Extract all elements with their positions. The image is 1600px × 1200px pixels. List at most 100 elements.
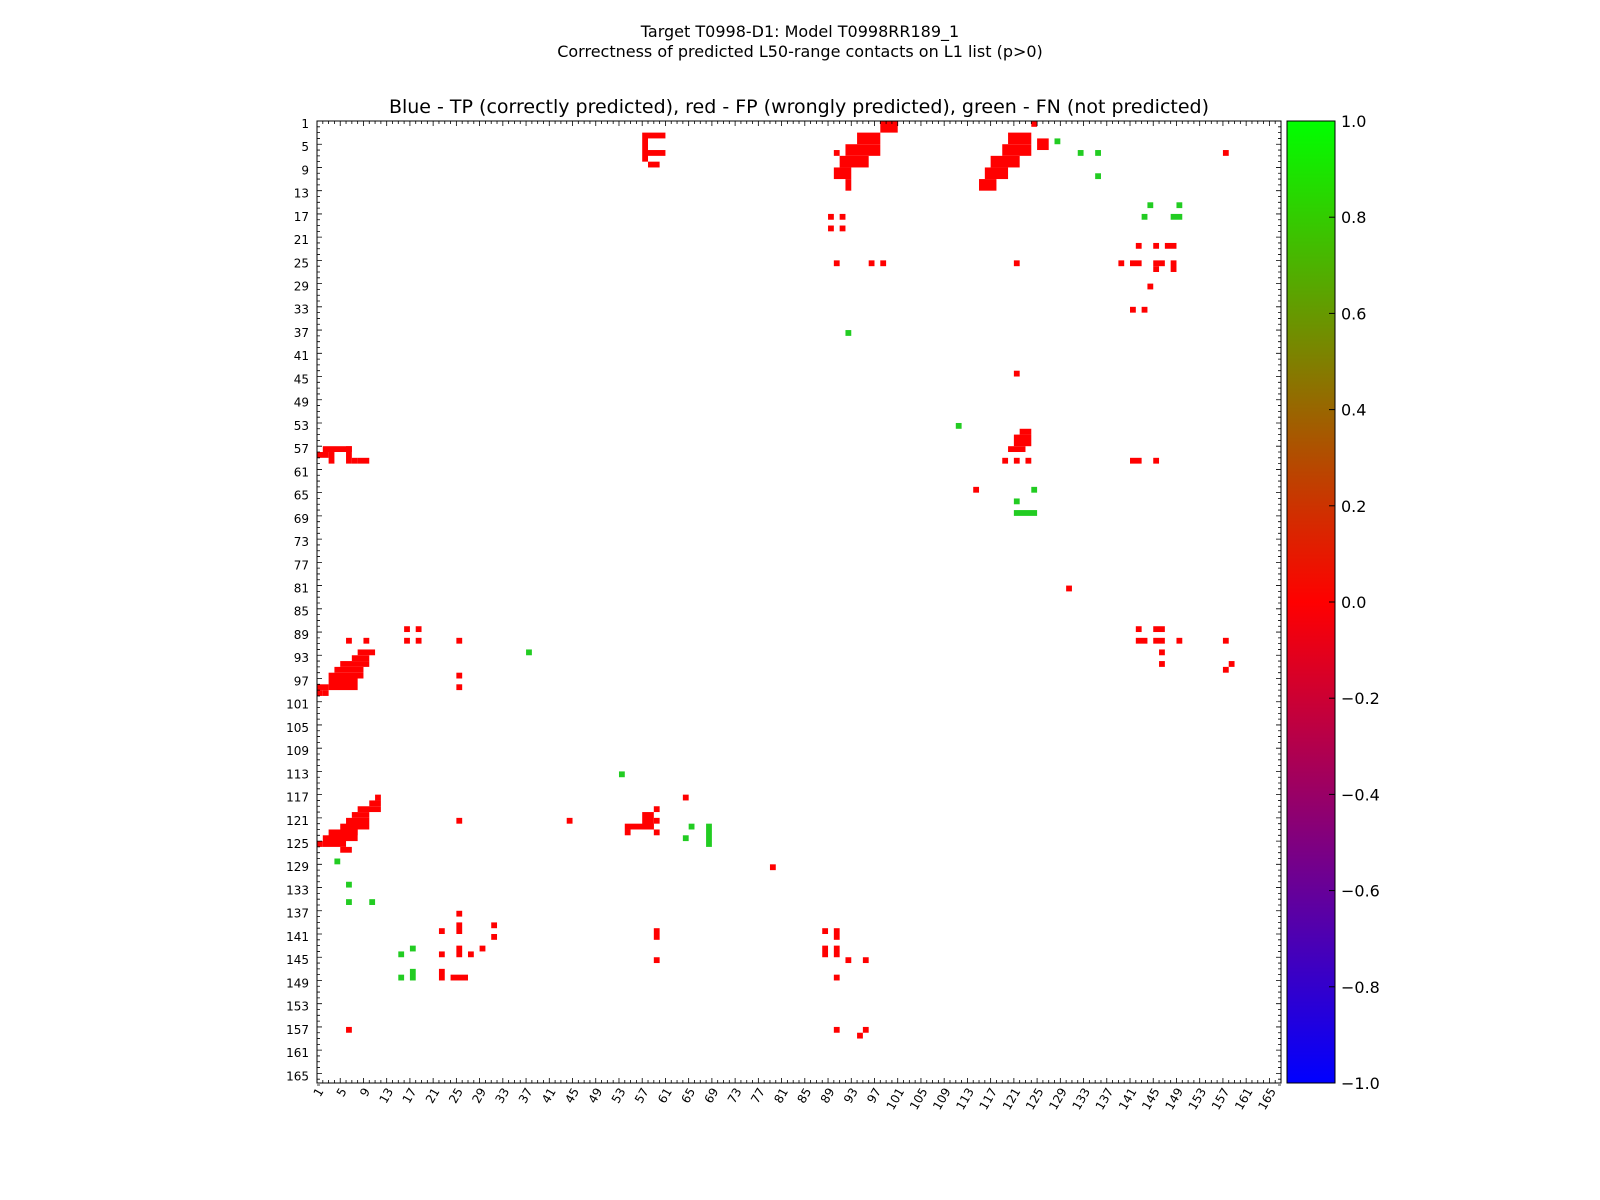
- fp-contact-cell: [456, 672, 463, 679]
- x-tick-label: 29: [469, 1086, 489, 1106]
- x-tick-label: 25: [446, 1086, 466, 1106]
- fp-contact-cell: [1159, 649, 1165, 656]
- x-tick-label: 97: [864, 1086, 884, 1106]
- fp-contact-cell: [1066, 585, 1072, 592]
- fp-contact-cell: [769, 864, 776, 871]
- colorbar-tick-label: −0.4: [1341, 785, 1380, 804]
- y-tick-label: 133: [286, 884, 309, 898]
- y-tick-labels: 1 5 9 13 17 21 25 29 33 37 41 45 49 53 57 61 65 69 73 77 81 8…: [286, 117, 309, 1083]
- y-tick-label: 9: [301, 163, 309, 177]
- y-tick-label: 21: [294, 233, 309, 247]
- contact-cells: [317, 121, 1235, 1039]
- fp-contact-cell: [839, 213, 846, 220]
- figure-title-line-1: Target T0998-D1: Model T0998RR189_1: [640, 22, 960, 41]
- fp-contact-cell: [328, 678, 358, 691]
- fp-contact-cell: [642, 132, 649, 162]
- y-tick-label: 5: [301, 140, 309, 154]
- fp-contact-cell: [868, 260, 875, 267]
- y-tick-label: 13: [294, 187, 309, 201]
- fp-contact-cell: [456, 817, 463, 824]
- fp-contact-cell: [491, 934, 498, 940]
- fp-contact-cell: [317, 684, 329, 691]
- fn-contact-cell: [409, 968, 416, 981]
- fp-contact-cell: [351, 457, 358, 464]
- fp-contact-cell: [822, 945, 829, 958]
- fn-contact-cell: [955, 422, 962, 429]
- fp-contact-cell: [404, 626, 410, 633]
- fn-contact-cell: [1141, 213, 1148, 220]
- x-tick-label: 153: [1186, 1086, 1210, 1113]
- fp-contact-cell: [1153, 457, 1160, 464]
- fp-contact-cell: [357, 649, 376, 656]
- fp-contact-cell: [1170, 260, 1177, 272]
- fn-contact-cell: [1095, 150, 1101, 156]
- fp-contact-cell: [1037, 138, 1049, 151]
- fn-contact-cell: [618, 771, 625, 778]
- x-tick-label: 141: [1116, 1086, 1140, 1113]
- fp-contact-cell: [1013, 260, 1020, 267]
- fp-contact-cell: [346, 1026, 352, 1033]
- fp-contact-cell: [375, 794, 381, 801]
- y-tick-label: 109: [286, 744, 309, 758]
- fp-contact-cell: [456, 922, 463, 935]
- fp-contact-cell: [833, 1026, 840, 1033]
- fp-contact-cell: [653, 957, 660, 964]
- colorbar-tick-label: 0.6: [1341, 304, 1366, 323]
- colorbar-tick-label: −0.2: [1341, 689, 1380, 708]
- y-tick-label: 161: [286, 1046, 309, 1060]
- fp-contact-cell: [642, 812, 654, 830]
- tick-marks: [316, 120, 1282, 1086]
- colorbar-tick-label: −1.0: [1341, 1074, 1380, 1093]
- fp-contact-cell: [822, 928, 829, 935]
- x-tick-label: 93: [841, 1086, 861, 1106]
- fn-contact-cell: [346, 881, 352, 888]
- fp-contact-cell: [857, 1032, 863, 1039]
- fp-contact-cell: [1008, 132, 1032, 145]
- fn-contact-cell: [1077, 150, 1084, 156]
- plot-title: Blue - TP (correctly predicted), red - F…: [389, 96, 1209, 118]
- fp-contact-cell: [1153, 266, 1160, 272]
- fn-contact-cell: [845, 330, 852, 336]
- fp-contact-cell: [1153, 242, 1160, 249]
- fp-contact-cell: [1135, 626, 1142, 633]
- fp-contact-cell: [1153, 260, 1165, 267]
- fp-contact-cell: [839, 155, 869, 168]
- fn-contact-cell: [1013, 498, 1020, 505]
- x-tick-label: 13: [376, 1086, 396, 1106]
- x-tick-label: 5: [334, 1086, 350, 1100]
- fp-contact-cell: [479, 945, 486, 952]
- y-tick-label: 61: [294, 465, 309, 479]
- fp-contact-cell: [1147, 283, 1154, 290]
- x-tick-label: 65: [678, 1086, 698, 1106]
- y-tick-label: 41: [294, 349, 309, 363]
- y-tick-label: 33: [294, 303, 309, 317]
- colorbar-tick-label: 0.0: [1341, 593, 1366, 612]
- fp-contact-cell: [880, 260, 887, 267]
- colorbar: [1286, 120, 1336, 1084]
- x-tick-label: 17: [400, 1086, 420, 1106]
- fp-contact-cell: [1153, 626, 1165, 633]
- y-tick-label: 25: [294, 256, 309, 270]
- axis-ticks: [316, 120, 1282, 1086]
- fp-contact-cell: [415, 637, 422, 644]
- colorbar-tick-label: 0.8: [1341, 208, 1366, 227]
- y-tick-label: 29: [294, 280, 309, 294]
- fn-contact-cell: [1013, 510, 1038, 516]
- x-tick-label: 133: [1070, 1086, 1094, 1113]
- fp-contact-cell: [833, 167, 852, 180]
- fp-contact-cell: [833, 974, 840, 981]
- x-tick-label: 49: [586, 1086, 606, 1106]
- fp-contact-cell: [1222, 666, 1229, 673]
- x-tick-label: 9: [357, 1086, 373, 1100]
- fp-contact-cell: [973, 486, 980, 493]
- fp-contact-cell: [1135, 637, 1148, 644]
- y-tick-label: 73: [294, 535, 309, 549]
- x-tick-label: 41: [539, 1086, 559, 1106]
- fp-contact-cell: [322, 835, 347, 847]
- x-tick-label: 69: [702, 1086, 722, 1106]
- fp-contact-cell: [566, 817, 573, 824]
- fp-contact-cell: [624, 829, 631, 836]
- y-tick-label: 105: [286, 721, 309, 735]
- fn-contact-cell: [1170, 213, 1183, 220]
